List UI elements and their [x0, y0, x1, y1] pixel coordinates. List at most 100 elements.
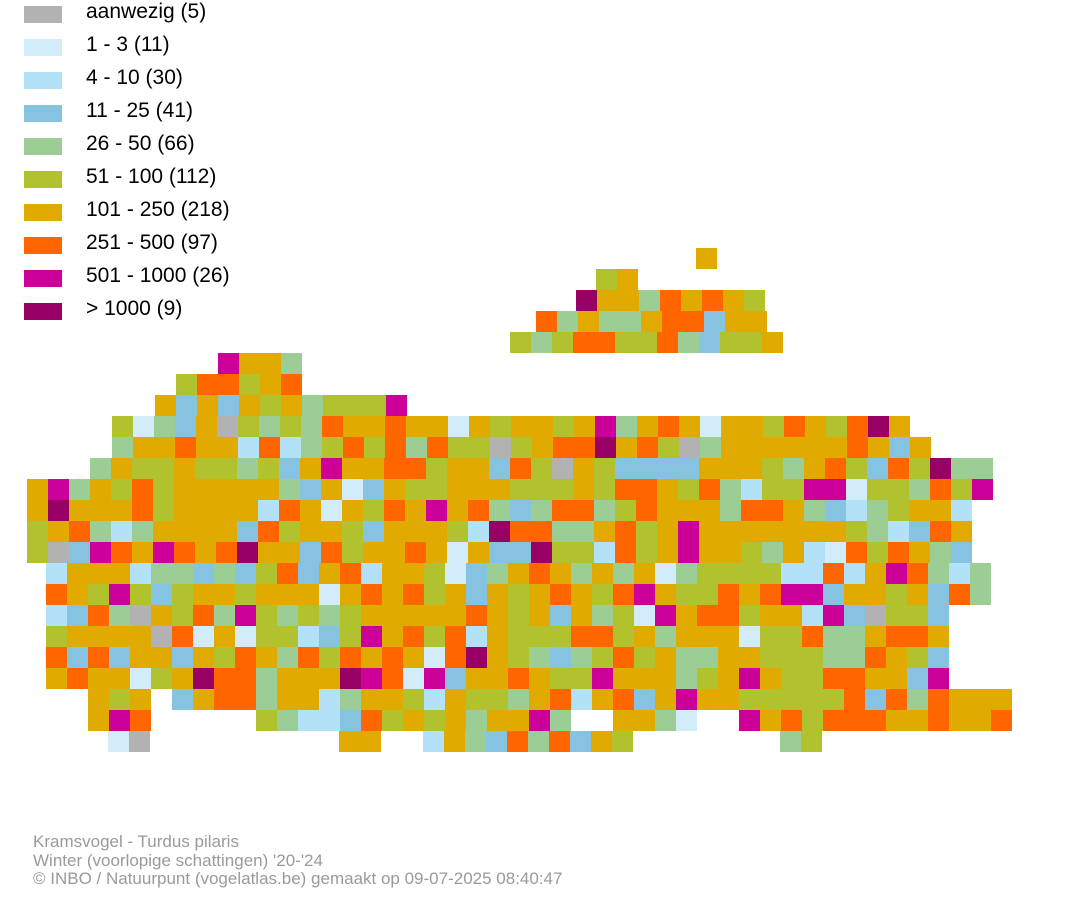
map-cell — [197, 395, 218, 416]
map-cell — [154, 437, 175, 458]
map-cell — [235, 563, 256, 584]
map-cell — [699, 542, 720, 563]
map-cell — [468, 521, 489, 542]
map-cell — [300, 500, 321, 521]
map-cell — [111, 521, 132, 542]
map-cell — [970, 689, 991, 710]
map-cell — [718, 563, 739, 584]
map-cell — [553, 416, 574, 437]
map-cell — [175, 437, 196, 458]
map-cell — [424, 626, 445, 647]
map-cell — [781, 626, 802, 647]
map-cell — [256, 584, 277, 605]
map-cell — [130, 647, 151, 668]
map-cell — [172, 563, 193, 584]
map-cell — [365, 395, 386, 416]
map-cell — [826, 416, 847, 437]
map-cell — [928, 605, 949, 626]
map-cell — [531, 458, 552, 479]
map-cell — [594, 521, 615, 542]
map-cell — [69, 479, 90, 500]
map-cell — [151, 626, 172, 647]
map-cell — [508, 710, 529, 731]
map-cell — [155, 395, 176, 416]
map-cell — [277, 710, 298, 731]
map-cell — [865, 626, 886, 647]
map-cell — [930, 458, 951, 479]
map-cell — [48, 500, 69, 521]
map-cell — [445, 668, 466, 689]
caption-credit: © INBO / Natuurpunt (vogelatlas.be) gema… — [33, 869, 563, 888]
map-cell — [235, 689, 256, 710]
map-cell — [594, 479, 615, 500]
legend-label: 1 - 3 (11) — [86, 33, 170, 56]
legend-swatch — [24, 138, 62, 155]
map-cell — [487, 668, 508, 689]
map-cell — [424, 647, 445, 668]
map-cell — [172, 626, 193, 647]
map-cell — [592, 605, 613, 626]
legend-item-over-1000: > 1000 (9) — [24, 297, 324, 321]
map-cell — [909, 479, 930, 500]
map-cell — [361, 668, 382, 689]
map-cell — [660, 290, 681, 311]
map-cell — [805, 416, 826, 437]
map-cell — [300, 458, 321, 479]
map-cell — [634, 710, 655, 731]
map-cell — [88, 563, 109, 584]
map-cell — [655, 605, 676, 626]
map-cell — [507, 731, 528, 752]
map-cell — [531, 521, 552, 542]
map-cell — [237, 458, 258, 479]
map-cell — [594, 500, 615, 521]
map-cell — [405, 458, 426, 479]
map-cell — [195, 479, 216, 500]
map-cell — [216, 479, 237, 500]
map-cell — [596, 269, 617, 290]
map-cell — [133, 416, 154, 437]
map-cell — [319, 563, 340, 584]
map-cell — [298, 563, 319, 584]
map-cell — [802, 647, 823, 668]
map-cell — [172, 584, 193, 605]
map-cell — [260, 374, 281, 395]
legend-item-501-1000: 501 - 1000 (26) — [24, 264, 324, 288]
map-cell — [382, 563, 403, 584]
map-cell — [739, 563, 760, 584]
map-cell — [634, 689, 655, 710]
map-cell — [235, 647, 256, 668]
map-cell — [844, 647, 865, 668]
map-cell — [195, 521, 216, 542]
map-cell — [197, 374, 218, 395]
map-cell — [867, 500, 888, 521]
map-cell — [928, 668, 949, 689]
map-cell — [382, 605, 403, 626]
map-cell — [364, 437, 385, 458]
map-cell — [951, 521, 972, 542]
map-cell — [48, 542, 69, 563]
map-cell — [447, 521, 468, 542]
map-cell — [132, 542, 153, 563]
map-cell — [781, 668, 802, 689]
map-cell — [46, 647, 67, 668]
map-cell — [466, 605, 487, 626]
map-cell — [678, 521, 699, 542]
map-cell — [846, 500, 867, 521]
map-cell — [363, 521, 384, 542]
map-cell — [930, 479, 951, 500]
map-cell — [721, 416, 742, 437]
map-cell — [469, 437, 490, 458]
map-cell — [487, 710, 508, 731]
map-cell — [111, 500, 132, 521]
map-cell — [886, 605, 907, 626]
map-cell — [193, 689, 214, 710]
legend-swatch — [24, 39, 62, 56]
map-cell — [487, 647, 508, 668]
map-cell — [27, 500, 48, 521]
map-cell — [508, 689, 529, 710]
map-cell — [655, 689, 676, 710]
map-cell — [678, 479, 699, 500]
map-cell — [930, 521, 951, 542]
map-cell — [550, 689, 571, 710]
map-cell — [570, 731, 591, 752]
